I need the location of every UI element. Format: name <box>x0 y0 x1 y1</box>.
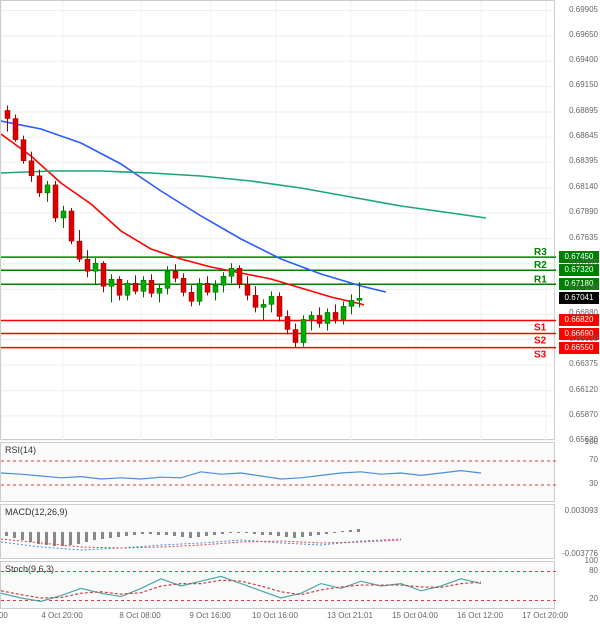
chart-container: R3R2R1S1S2S3 0.674500.673200.671800.6682… <box>0 0 600 626</box>
stoch-y-label: 80 <box>589 566 598 575</box>
y-tick-label: 0.65870 <box>569 410 598 419</box>
y-tick-label: 0.69650 <box>569 30 598 39</box>
y-tick-label: 0.67385 <box>569 258 598 267</box>
y-tick-label: 0.66630 <box>569 334 598 343</box>
rsi-svg <box>1 443 556 503</box>
x-tick-label: 2:00 <box>0 611 8 620</box>
stoch-panel[interactable]: Stoch(9,6,3) <box>0 561 555 609</box>
stoch-y-axis: 2080100 <box>555 561 600 609</box>
rsi-panel[interactable]: RSI(14) <box>0 442 555 502</box>
support-label: S2 <box>534 336 547 347</box>
rsi-y-label: 30 <box>589 479 598 488</box>
stoch-y-label: 20 <box>589 594 598 603</box>
x-tick-label: 13 Oct 21:01 <box>327 611 373 620</box>
resistance-label: R2 <box>534 260 547 271</box>
macd-panel[interactable]: MACD(12,26,9) <box>0 504 555 559</box>
macd-svg <box>1 505 556 560</box>
macd-y-label: 0.003093 <box>565 506 598 515</box>
y-tick-label: 0.67890 <box>569 207 598 216</box>
stoch-y-label: 100 <box>585 556 598 565</box>
x-tick-label: 4 Oct 20:00 <box>41 611 82 620</box>
y-tick-label: 0.68140 <box>569 182 598 191</box>
y-tick-label: 0.69400 <box>569 55 598 64</box>
main-y-axis: 0.656200.658700.661200.663750.666300.668… <box>555 0 600 440</box>
stoch-svg <box>1 562 556 610</box>
y-tick-label: 0.66375 <box>569 359 598 368</box>
x-axis: 2:00 4 Oct 20:00 8 Oct 08:00 9 Oct 16:00 10 … <box>0 611 555 625</box>
macd-y-axis: -0.0037760.003093 <box>555 504 600 559</box>
y-tick-label: 0.68645 <box>569 131 598 140</box>
resistance-label: R1 <box>534 274 547 285</box>
support-label: S3 <box>534 350 547 361</box>
y-tick-label: 0.66120 <box>569 385 598 394</box>
x-tick-label: 8 Oct 08:00 <box>119 611 160 620</box>
x-tick-label: 15 Oct 04:00 <box>392 611 438 620</box>
x-tick-label: 17 Oct 20:00 <box>522 611 568 620</box>
y-tick-label: 0.66880 <box>569 308 598 317</box>
y-tick-label: 0.67130 <box>569 283 598 292</box>
rsi-y-label: 100 <box>585 437 598 446</box>
y-tick-label: 0.68895 <box>569 106 598 115</box>
y-tick-label: 0.67635 <box>569 233 598 242</box>
support-label: S1 <box>534 322 547 333</box>
resistance-label: R3 <box>534 247 547 258</box>
x-tick-label: 9 Oct 16:00 <box>189 611 230 620</box>
rsi-y-label: 70 <box>589 455 598 464</box>
main-chart-svg: R3 R2 R1 S1 S2 S3 <box>1 1 556 441</box>
y-tick-label: 0.69905 <box>569 5 598 14</box>
x-tick-label: 16 Oct 12:00 <box>457 611 503 620</box>
main-price-panel[interactable]: R3R2R1S1S2S3 0.674500.673200.671800.6682… <box>0 0 555 440</box>
x-tick-label: 10 Oct 16:00 <box>252 611 298 620</box>
rsi-y-axis: 3070100 <box>555 442 600 502</box>
y-tick-label: 0.69150 <box>569 80 598 89</box>
y-tick-label: 0.68395 <box>569 156 598 165</box>
